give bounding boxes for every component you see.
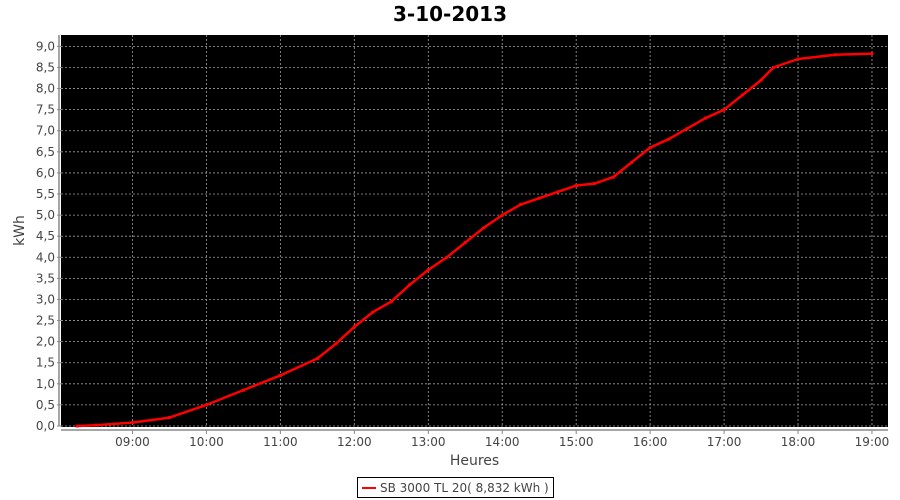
x-tick-label: 11:00 bbox=[263, 435, 298, 449]
data-point bbox=[722, 108, 726, 112]
data-point bbox=[94, 423, 98, 427]
x-tick-label: 15:00 bbox=[559, 435, 594, 449]
data-point bbox=[241, 388, 245, 392]
legend-swatch bbox=[362, 486, 376, 489]
y-tick-label: 8,0 bbox=[36, 82, 55, 96]
data-point bbox=[130, 421, 134, 425]
data-point bbox=[315, 357, 319, 361]
data-point bbox=[593, 181, 597, 185]
data-point bbox=[630, 160, 634, 164]
data-point bbox=[445, 255, 449, 259]
chart-title: 3-10-2013 bbox=[392, 2, 507, 26]
data-point bbox=[556, 190, 560, 194]
y-tick-label: 1,0 bbox=[36, 377, 55, 391]
y-axis-label: kWh bbox=[12, 215, 28, 246]
y-tick-label: 4,0 bbox=[36, 250, 55, 264]
data-point bbox=[741, 93, 745, 97]
y-tick-label: 0,5 bbox=[36, 398, 55, 412]
x-tick-label: 14:00 bbox=[485, 435, 520, 449]
data-point bbox=[463, 241, 467, 245]
data-point bbox=[759, 78, 763, 82]
y-tick-label: 4,5 bbox=[36, 229, 55, 243]
y-tick-label: 7,5 bbox=[36, 103, 55, 117]
y-tick-label: 1,5 bbox=[36, 356, 55, 370]
data-point bbox=[574, 184, 578, 188]
x-tick-label: 18:00 bbox=[781, 435, 816, 449]
plot-area bbox=[61, 35, 888, 427]
x-tick-label: 13:00 bbox=[411, 435, 446, 449]
data-point bbox=[833, 53, 837, 57]
y-tick-label: 8,5 bbox=[36, 60, 55, 74]
data-point bbox=[389, 300, 393, 304]
data-point bbox=[537, 196, 541, 200]
data-point bbox=[408, 283, 412, 287]
data-point bbox=[648, 146, 652, 150]
x-tick-label: 19:00 bbox=[855, 435, 890, 449]
legend-label: SB 3000 TL 20( 8,832 kWh ) bbox=[380, 480, 549, 495]
y-tick-label: 7,0 bbox=[36, 124, 55, 138]
data-point bbox=[482, 226, 486, 230]
data-point bbox=[167, 416, 171, 420]
legend: SB 3000 TL 20( 8,832 kWh ) bbox=[357, 477, 554, 498]
y-tick-label: 5,0 bbox=[36, 208, 55, 222]
y-tick-label: 9,0 bbox=[36, 39, 55, 53]
y-tick-label: 6,5 bbox=[36, 145, 55, 159]
data-point bbox=[278, 373, 282, 377]
data-point bbox=[611, 175, 615, 179]
y-tick-label: 5,5 bbox=[36, 187, 55, 201]
data-point bbox=[426, 268, 430, 272]
y-tick-label: 2,5 bbox=[36, 314, 55, 328]
data-point bbox=[771, 65, 775, 69]
data-point bbox=[519, 203, 523, 207]
y-tick-label: 0,0 bbox=[36, 419, 55, 433]
data-point bbox=[75, 424, 79, 428]
data-point bbox=[371, 310, 375, 314]
x-tick-label: 17:00 bbox=[707, 435, 742, 449]
y-tick-label: 6,0 bbox=[36, 166, 55, 180]
data-point bbox=[204, 403, 208, 407]
x-tick-label: 09:00 bbox=[115, 435, 150, 449]
y-tick-label: 3,5 bbox=[36, 271, 55, 285]
x-tick-label: 10:00 bbox=[189, 435, 224, 449]
x-tick-label: 16:00 bbox=[633, 435, 668, 449]
data-point bbox=[334, 342, 338, 346]
data-point bbox=[352, 325, 356, 329]
data-point bbox=[500, 213, 504, 217]
data-point bbox=[704, 116, 708, 120]
x-axis-label: Heures bbox=[450, 453, 499, 469]
data-point bbox=[870, 52, 874, 56]
series-line bbox=[76, 52, 873, 428]
x-tick-label: 12:00 bbox=[337, 435, 372, 449]
y-tick-label: 3,0 bbox=[36, 292, 55, 306]
data-point bbox=[796, 57, 800, 61]
data-point bbox=[685, 127, 689, 131]
data-point bbox=[667, 137, 671, 141]
y-tick-label: 2,0 bbox=[36, 335, 55, 349]
